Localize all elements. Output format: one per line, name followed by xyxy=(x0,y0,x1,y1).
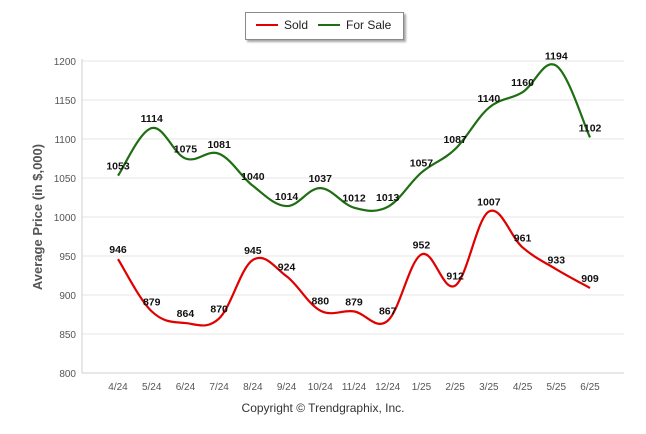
x-tick-label-3-25: 3/25 xyxy=(479,382,499,393)
x-tick-label-6-24: 6/24 xyxy=(176,382,196,393)
data-label-sold-6: 880 xyxy=(312,296,330,308)
y-tick-label-900: 900 xyxy=(59,291,76,302)
data-label-for-sale-2: 1075 xyxy=(174,144,198,156)
data-label-sold-8: 867 xyxy=(379,306,397,318)
data-label-sold-12: 961 xyxy=(514,232,532,244)
legend-item-for-sale[interactable]: For Sale xyxy=(318,18,391,32)
data-label-for-sale-10: 1087 xyxy=(443,134,467,146)
data-label-sold-9: 952 xyxy=(413,239,431,251)
y-tick-label-800: 800 xyxy=(59,369,76,380)
y-axis-title: Average Price (in $,000) xyxy=(30,144,45,290)
data-label-sold-10: 912 xyxy=(446,271,464,283)
data-label-for-sale-14: 1102 xyxy=(579,122,602,134)
x-tick-label-12-24: 12/24 xyxy=(375,382,400,393)
data-label-sold-1: 879 xyxy=(143,296,161,308)
x-tick-label-9-24: 9/24 xyxy=(277,382,297,393)
x-tick-label-10-24: 10/24 xyxy=(308,382,333,393)
y-tick-label-850: 850 xyxy=(59,330,76,341)
x-tick-label-2-25: 2/25 xyxy=(445,382,465,393)
data-label-for-sale-5: 1014 xyxy=(275,191,299,203)
y-tick-label-950: 950 xyxy=(59,252,76,263)
data-label-for-sale-4: 1040 xyxy=(241,171,265,183)
data-label-sold-11: 1007 xyxy=(477,197,501,209)
x-tick-label-5-24: 5/24 xyxy=(142,382,162,393)
y-tick-label-1200: 1200 xyxy=(54,57,77,68)
x-tick-label-5-25: 5/25 xyxy=(547,382,567,393)
legend-swatch-for-sale xyxy=(318,24,340,26)
series-line-sold xyxy=(117,209,591,327)
y-tick-label-1150: 1150 xyxy=(54,96,76,107)
data-label-sold-3: 870 xyxy=(210,303,228,315)
x-tick-label-8-24: 8/24 xyxy=(243,382,263,393)
data-label-for-sale-7: 1012 xyxy=(342,193,366,205)
data-label-for-sale-1: 1114 xyxy=(141,113,163,125)
legend-label-sold: Sold xyxy=(284,18,309,32)
data-label-for-sale-0: 1053 xyxy=(106,161,130,173)
data-label-sold-14: 909 xyxy=(581,273,599,285)
data-label-sold-5: 924 xyxy=(278,261,296,273)
data-label-for-sale-12: 1160 xyxy=(511,77,534,89)
series-line-for-sale xyxy=(117,63,591,212)
data-label-sold-0: 946 xyxy=(109,244,127,256)
x-tick-label-4-24: 4/24 xyxy=(108,382,128,393)
data-label-for-sale-3: 1081 xyxy=(207,139,231,151)
data-label-for-sale-11: 1140 xyxy=(477,93,500,105)
data-label-sold-7: 879 xyxy=(345,296,363,308)
copyright-footer: Copyright © Trendgraphix, Inc. xyxy=(241,401,405,415)
data-label-for-sale-9: 1057 xyxy=(410,158,434,170)
data-label-for-sale-8: 1013 xyxy=(376,192,400,204)
legend-label-for-sale: For Sale xyxy=(346,18,392,32)
data-label-sold-4: 945 xyxy=(244,245,262,257)
data-label-for-sale-13: 1194 xyxy=(545,51,568,63)
legend: Sold For Sale xyxy=(245,12,404,40)
data-label-sold-2: 864 xyxy=(177,308,195,320)
y-tick-label-1000: 1000 xyxy=(54,213,77,224)
data-label-for-sale-6: 1037 xyxy=(309,173,333,185)
legend-swatch-sold xyxy=(256,24,278,26)
x-tick-label-11-24: 11/24 xyxy=(342,382,367,393)
y-tick-label-1100: 1100 xyxy=(54,135,76,146)
x-tick-label-7-24: 7/24 xyxy=(209,382,229,393)
x-tick-label-6-25: 6/25 xyxy=(580,382,600,393)
x-tick-label-4-25: 4/25 xyxy=(513,382,533,393)
x-tick-label-1-25: 1/25 xyxy=(412,382,432,393)
data-label-sold-13: 933 xyxy=(548,254,566,266)
y-tick-label-1050: 1050 xyxy=(54,174,77,185)
legend-item-sold[interactable]: Sold xyxy=(256,18,308,32)
